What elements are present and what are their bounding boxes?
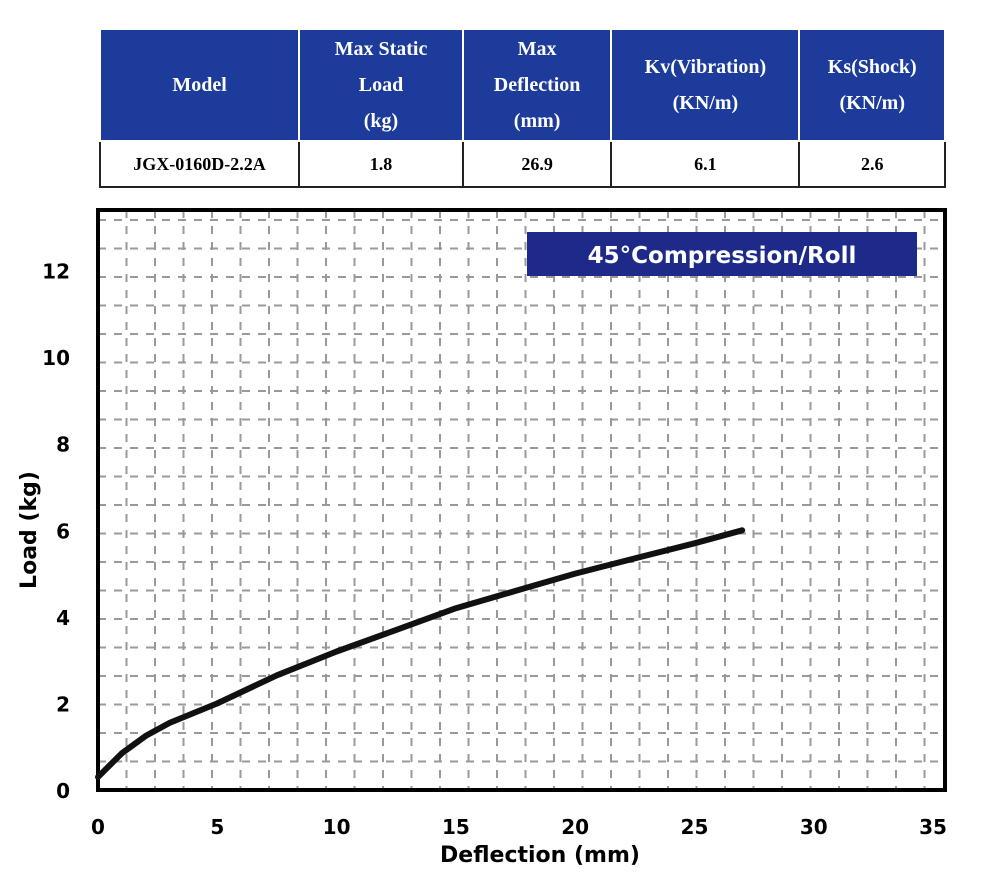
x-tick-label: 35	[919, 815, 947, 839]
column-header: Model	[98, 28, 301, 142]
table-cell: JGX-0160D-2.2A	[98, 140, 301, 188]
header-line: (KN/m)	[839, 92, 906, 114]
x-tick-label: 0	[91, 815, 105, 839]
header-line: Load	[358, 74, 404, 96]
table-cell: 6.1	[610, 140, 801, 188]
header-line: Model	[172, 74, 227, 96]
column-header: Ks(Shock) (KN/m)	[798, 28, 946, 142]
y-tick-label: 8	[56, 433, 70, 457]
x-tick-label: 25	[681, 815, 709, 839]
x-tick-label: 30	[800, 815, 828, 839]
column-header: Max Deflection (mm)	[461, 28, 613, 142]
header-line: (KN/m)	[672, 92, 739, 114]
title-box	[527, 232, 917, 276]
y-tick-label: 10	[42, 346, 70, 370]
y-axis-label: Load (kg)	[17, 471, 42, 589]
header-line: Deflection	[493, 74, 581, 96]
x-axis-label: Deflection (mm)	[440, 843, 640, 868]
y-tick-label: 6	[56, 519, 70, 543]
y-tick-label: 2	[56, 692, 70, 716]
y-tick-label: 12	[42, 260, 70, 284]
x-tick-label: 15	[442, 815, 470, 839]
x-tick-label: 20	[561, 815, 589, 839]
plot-frame	[96, 208, 947, 792]
y-tick-label: 4	[56, 606, 70, 630]
column-header: Max Static Load (kg)	[298, 28, 464, 142]
header-line: (kg)	[363, 110, 399, 132]
column-header: Kv(Vibration) (KN/m)	[610, 28, 801, 142]
table-cell: 2.6	[798, 140, 946, 188]
x-tick-label: 5	[210, 815, 224, 839]
chart-title: 45°Compression/Roll	[588, 243, 857, 269]
header-line: (mm)	[513, 110, 561, 132]
series-line	[95, 527, 746, 780]
table-cell: 1.8	[298, 140, 464, 188]
header-line: Max	[517, 38, 557, 60]
table-cell: 26.9	[461, 140, 613, 188]
x-tick-label: 10	[323, 815, 351, 839]
header-line: Ks(Shock)	[827, 56, 917, 78]
header-line: Max Static	[334, 38, 428, 60]
y-tick-label: 0	[56, 779, 70, 803]
spec-table: Model Max Static Load (kg) Max Deflection (mm)…	[98, 28, 946, 188]
table-row: JGX-0160D-2.2A 1.8 26.9 6.1 2.6	[98, 140, 946, 188]
header-line: Kv(Vibration)	[644, 56, 767, 78]
